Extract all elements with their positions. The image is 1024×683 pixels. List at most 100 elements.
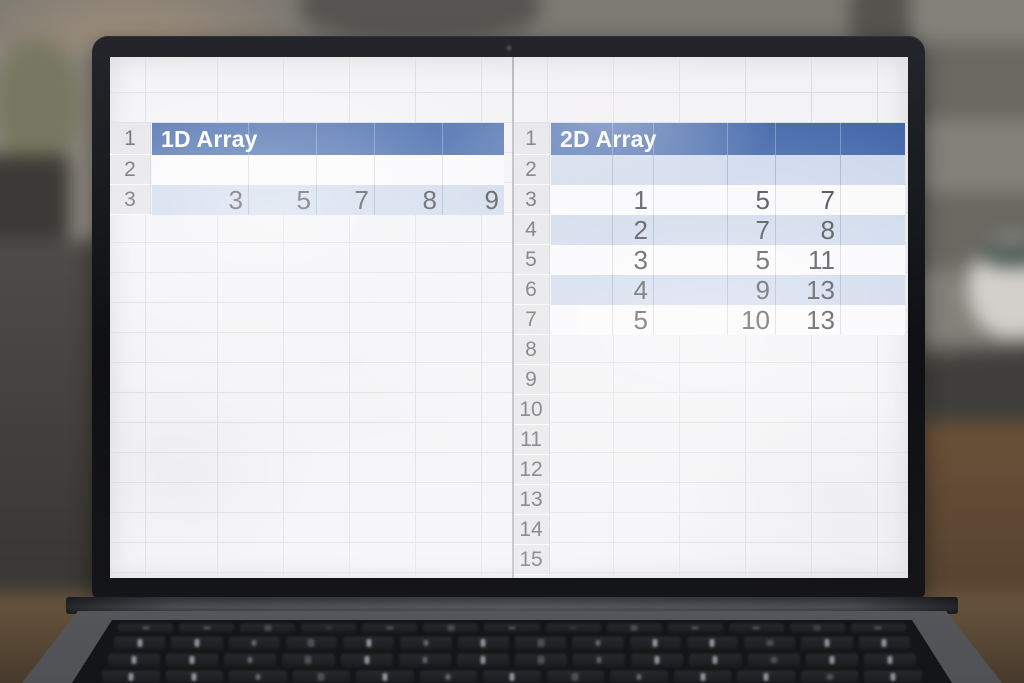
column-separator xyxy=(840,245,841,275)
dark-blur-shape xyxy=(300,0,540,40)
row-header-cell[interactable]: 4 xyxy=(513,215,550,245)
keyboard-key xyxy=(747,654,800,667)
row-header-cell[interactable]: 9 xyxy=(513,365,550,395)
keyboard-key xyxy=(805,654,858,667)
column-separator xyxy=(840,215,841,245)
keyboard-key xyxy=(108,654,161,667)
keyboard-key xyxy=(689,654,742,667)
row-header-cell[interactable]: 7 xyxy=(513,305,550,335)
keyboard-key xyxy=(484,624,540,633)
pane-divider xyxy=(512,57,514,578)
keyboard-key xyxy=(737,671,795,683)
row-header-cell[interactable]: 3 xyxy=(110,185,151,215)
spreadsheet-cell[interactable]: 13 xyxy=(806,275,835,305)
keyboard-row xyxy=(108,654,916,667)
column-separator xyxy=(727,155,728,185)
spreadsheet-cell[interactable]: 8 xyxy=(422,185,437,215)
sheet-row: 3 5 11 xyxy=(551,245,905,275)
column-separator xyxy=(653,215,654,245)
spreadsheet-cell[interactable]: 7 xyxy=(354,185,369,215)
spreadsheet-cell[interactable]: 13 xyxy=(806,305,835,335)
keyboard-key xyxy=(789,624,845,633)
keyboard-key xyxy=(285,637,338,650)
spreadsheet-cell[interactable]: 5 xyxy=(296,185,311,215)
column-separator xyxy=(248,155,249,185)
keyboard-key xyxy=(545,624,601,633)
row-header-cell[interactable]: 1 xyxy=(513,123,550,155)
row-header-cell[interactable]: 2 xyxy=(110,155,151,185)
row-header-cell[interactable]: 3 xyxy=(513,185,550,215)
row-header-cell[interactable]: 1 xyxy=(110,123,151,155)
keyboard-key xyxy=(673,671,732,683)
keyboard-key xyxy=(423,624,479,633)
column-separator xyxy=(653,245,654,275)
column-separator xyxy=(775,123,776,155)
keyboard-key xyxy=(728,624,784,633)
keyboard-key xyxy=(400,637,452,650)
column-separator xyxy=(775,155,776,185)
keyboard-key xyxy=(572,637,624,650)
spreadsheet-cell[interactable]: 9 xyxy=(484,185,499,215)
row-header-cell[interactable]: 12 xyxy=(513,455,550,485)
spreadsheet-cell[interactable]: 2 xyxy=(633,215,648,245)
spreadsheet-cell[interactable]: 7 xyxy=(755,215,770,245)
row-header-cell[interactable]: 8 xyxy=(513,335,550,365)
row-header-cell[interactable]: 10 xyxy=(513,395,550,425)
keyboard-key xyxy=(864,671,922,683)
keyboard-key xyxy=(419,671,478,683)
sheet-row: 5 10 13 xyxy=(551,305,905,335)
spreadsheet-cell[interactable]: 11 xyxy=(808,245,835,275)
keyboard-key xyxy=(282,654,335,667)
spreadsheet-cell[interactable]: 8 xyxy=(820,215,835,245)
row-header-cell[interactable]: 13 xyxy=(513,485,550,515)
column-separator xyxy=(612,123,613,155)
keyboard-key xyxy=(483,671,541,683)
keyboard-key xyxy=(398,654,451,667)
row-header-cell[interactable]: 15 xyxy=(513,545,550,575)
keyboard-row xyxy=(118,624,907,633)
keyboard-key xyxy=(224,654,277,667)
keyboard-key xyxy=(179,624,235,633)
keyboard-key xyxy=(457,637,509,650)
spreadsheet-cell[interactable]: 9 xyxy=(755,275,770,305)
spreadsheet-cell[interactable]: 3 xyxy=(228,185,243,215)
keyboard-key xyxy=(229,671,287,683)
webcam-dot-icon xyxy=(507,46,511,50)
keyboard-key xyxy=(744,637,796,650)
right-pane-title-cell[interactable]: 2D Array xyxy=(551,123,905,155)
column-separator xyxy=(374,123,375,155)
banded-row xyxy=(551,155,905,185)
spreadsheet-cell[interactable]: 5 xyxy=(755,245,770,275)
spreadsheet-cell[interactable]: 4 xyxy=(633,275,648,305)
column-separator xyxy=(442,155,443,185)
keyboard-key xyxy=(667,624,723,633)
spreadsheet-cell[interactable]: 1 xyxy=(633,185,648,215)
keyboard-key xyxy=(800,671,859,683)
row-header-cell[interactable]: 5 xyxy=(513,245,550,275)
keyboard-key xyxy=(301,624,357,633)
keyboard-key xyxy=(514,637,567,650)
row-header-cell[interactable]: 2 xyxy=(513,155,550,185)
row-header-cell[interactable]: 14 xyxy=(513,515,550,545)
keyboard-key xyxy=(858,637,910,650)
left-pane-title-cell[interactable]: 1D Array xyxy=(152,123,504,155)
spreadsheet-cell[interactable]: 10 xyxy=(741,305,770,335)
keyboard-key xyxy=(292,671,351,683)
spreadsheet-cell[interactable]: 5 xyxy=(755,185,770,215)
row-header-cell[interactable]: 6 xyxy=(513,275,550,305)
column-separator xyxy=(612,155,613,185)
row-header-cell[interactable]: 11 xyxy=(513,425,550,455)
keyboard-key xyxy=(228,637,280,650)
spreadsheet-cell[interactable]: 3 xyxy=(633,245,648,275)
spreadsheet-cell[interactable]: 7 xyxy=(820,185,835,215)
column-separator xyxy=(653,185,654,215)
keyboard-key xyxy=(165,671,224,683)
keyboard-key xyxy=(863,654,916,667)
column-separator xyxy=(840,123,841,155)
column-separator xyxy=(248,123,249,155)
keyboard-key xyxy=(343,637,395,650)
spreadsheet-cell[interactable]: 5 xyxy=(633,305,648,335)
